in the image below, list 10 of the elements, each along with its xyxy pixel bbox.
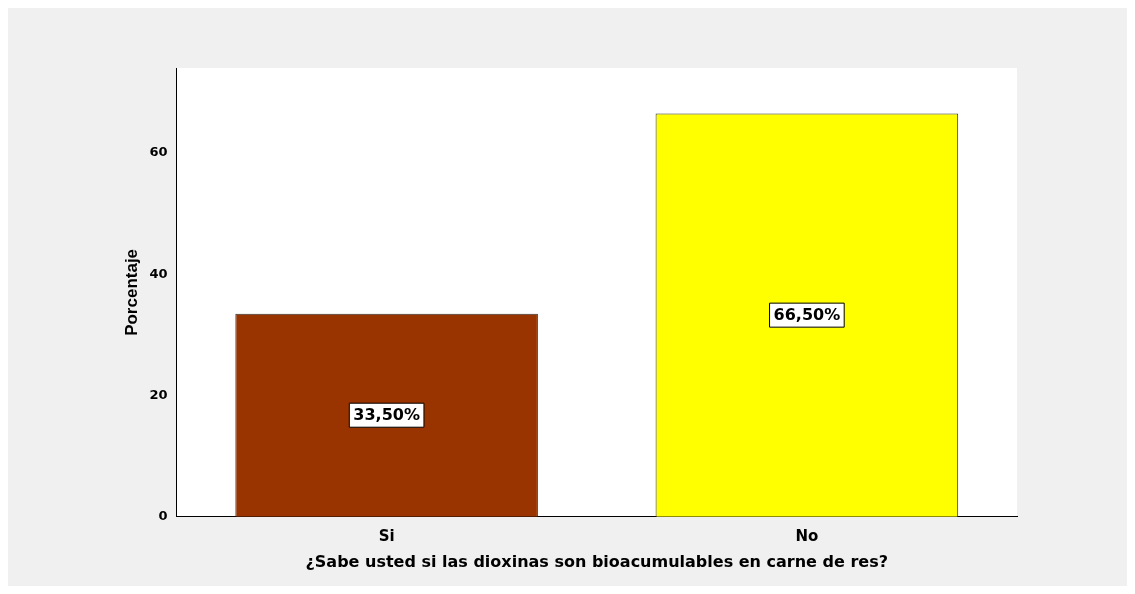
y-tick-label: 0: [158, 508, 168, 524]
y-tick-label: 40: [149, 265, 168, 281]
y-tick-label: 20: [149, 386, 168, 402]
y-tick-label: 60: [149, 144, 168, 160]
y-axis-title: Porcentaje: [121, 248, 141, 336]
data-label: 33,50%: [353, 405, 420, 425]
x-tick-label: Si: [378, 526, 395, 545]
data-label: 66,50%: [773, 305, 841, 325]
x-axis-title: ¿Sabe usted si las dioxinas son bioacumulables en carne de res?: [305, 551, 888, 571]
x-tick-label: No: [795, 526, 819, 545]
